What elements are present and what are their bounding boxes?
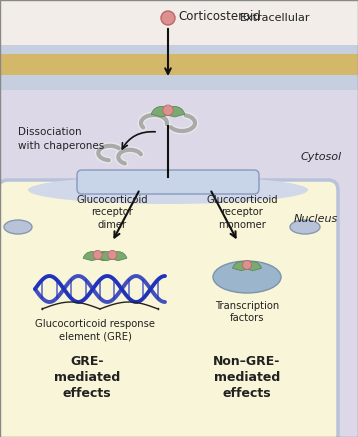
Text: Glucocorticoid
receptor
dimer: Glucocorticoid receptor dimer bbox=[76, 195, 148, 230]
Text: Cytosol: Cytosol bbox=[301, 152, 342, 162]
Text: Non–GRE-
mediated
effects: Non–GRE- mediated effects bbox=[213, 355, 281, 400]
FancyBboxPatch shape bbox=[0, 180, 338, 437]
Text: GRE-
mediated
effects: GRE- mediated effects bbox=[54, 355, 120, 400]
Bar bbox=[0, 75, 358, 90]
Circle shape bbox=[108, 250, 117, 260]
Ellipse shape bbox=[28, 176, 308, 204]
Bar bbox=[0, 0, 358, 45]
Circle shape bbox=[93, 250, 102, 260]
Bar bbox=[0, 45, 358, 54]
Circle shape bbox=[161, 11, 175, 25]
Text: Extracellular: Extracellular bbox=[240, 13, 310, 23]
Wedge shape bbox=[165, 107, 185, 117]
Wedge shape bbox=[98, 252, 115, 260]
Bar bbox=[0, 90, 358, 437]
Text: Dissociation
with chaperones: Dissociation with chaperones bbox=[18, 128, 104, 151]
Ellipse shape bbox=[4, 220, 32, 234]
Text: Transcription
factors: Transcription factors bbox=[215, 301, 279, 323]
Wedge shape bbox=[151, 107, 171, 117]
Circle shape bbox=[163, 105, 173, 115]
Wedge shape bbox=[110, 252, 127, 260]
Text: Nucleus: Nucleus bbox=[294, 214, 338, 224]
Ellipse shape bbox=[290, 220, 320, 234]
Wedge shape bbox=[95, 252, 112, 260]
Bar bbox=[0, 54, 358, 75]
Text: Glucocorticoid response
element (GRE): Glucocorticoid response element (GRE) bbox=[35, 319, 155, 341]
Text: Glucocorticoid
receptor
monomer: Glucocorticoid receptor monomer bbox=[206, 195, 278, 230]
Wedge shape bbox=[233, 262, 250, 271]
Ellipse shape bbox=[213, 261, 281, 293]
Wedge shape bbox=[244, 262, 261, 271]
Wedge shape bbox=[83, 252, 101, 260]
Circle shape bbox=[242, 260, 252, 269]
Text: Corticosteroid: Corticosteroid bbox=[178, 10, 261, 24]
FancyBboxPatch shape bbox=[77, 170, 259, 194]
